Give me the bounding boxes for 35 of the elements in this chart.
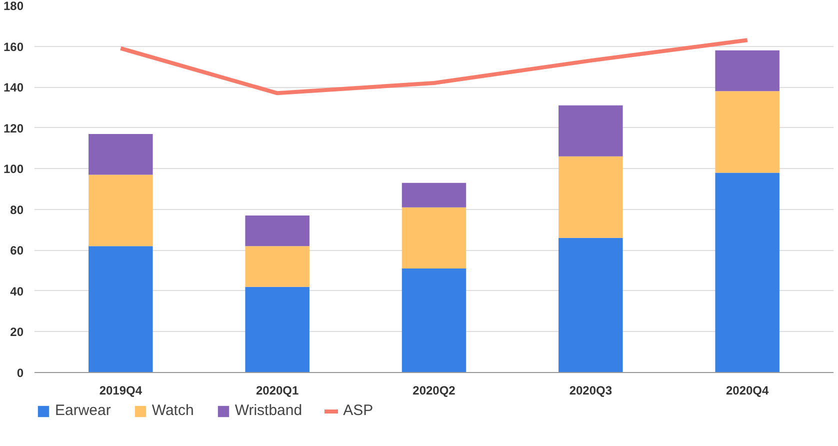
bar — [245, 286, 310, 372]
legend-label: ASP — [343, 402, 374, 419]
bar — [88, 174, 153, 246]
bar — [88, 134, 153, 175]
bar — [402, 207, 466, 269]
line-series — [118, 38, 750, 96]
legend-label: Earwear — [55, 402, 111, 419]
y-tick-label: 40 — [10, 284, 24, 298]
y-tick-label: 140 — [3, 80, 24, 95]
bar — [715, 50, 780, 92]
x-tick-label: 2019Q4 — [99, 384, 142, 398]
y-tick-label: 20 — [10, 325, 24, 340]
bar — [715, 91, 780, 173]
bar — [558, 238, 623, 372]
x-tick-label: 2020Q2 — [412, 384, 456, 398]
bar — [245, 246, 310, 287]
x-tick-label: 2020Q1 — [256, 384, 300, 398]
y-tick-label: 60 — [10, 244, 24, 258]
bar — [88, 246, 153, 372]
bar — [558, 105, 623, 156]
bar — [715, 172, 780, 372]
legend-label: Wristband — [234, 402, 302, 419]
y-tick-label: 180 — [3, 0, 24, 13]
bar — [245, 216, 310, 246]
y-tick-label: 0 — [16, 366, 24, 380]
bar — [402, 268, 466, 372]
x-tick-label: 2020Q4 — [726, 384, 770, 398]
bar — [402, 182, 466, 208]
y-tick-label: 120 — [3, 121, 24, 136]
x-tick-label: 2020Q3 — [569, 384, 612, 398]
bar — [558, 156, 623, 238]
y-tick-label: 100 — [3, 162, 24, 176]
y-tick-label: 160 — [3, 40, 24, 54]
legend-label: Watch — [152, 402, 194, 419]
y-tick-label: 80 — [10, 202, 24, 217]
